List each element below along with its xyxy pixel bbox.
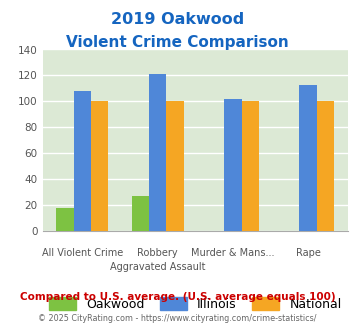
Bar bbox=[241, 101, 259, 231]
Text: Compared to U.S. average. (U.S. average equals 100): Compared to U.S. average. (U.S. average … bbox=[20, 292, 335, 302]
Text: Robbery: Robbery bbox=[137, 248, 178, 258]
Bar bbox=[132, 196, 149, 231]
Text: Violent Crime Comparison: Violent Crime Comparison bbox=[66, 35, 289, 50]
Bar bbox=[166, 101, 184, 231]
Text: All Violent Crime: All Violent Crime bbox=[42, 248, 123, 258]
Bar bbox=[74, 91, 91, 231]
Text: Murder & Mans...: Murder & Mans... bbox=[191, 248, 275, 258]
Bar bbox=[56, 208, 74, 231]
Bar bbox=[149, 74, 166, 231]
Text: Aggravated Assault: Aggravated Assault bbox=[110, 262, 206, 272]
Legend: Oakwood, Illinois, National: Oakwood, Illinois, National bbox=[44, 292, 346, 316]
Bar bbox=[91, 101, 108, 231]
Text: Rape: Rape bbox=[296, 248, 321, 258]
Text: © 2025 CityRating.com - https://www.cityrating.com/crime-statistics/: © 2025 CityRating.com - https://www.city… bbox=[38, 314, 317, 323]
Bar bbox=[299, 84, 317, 231]
Bar bbox=[224, 99, 241, 231]
Text: 2019 Oakwood: 2019 Oakwood bbox=[111, 12, 244, 26]
Bar bbox=[317, 101, 334, 231]
